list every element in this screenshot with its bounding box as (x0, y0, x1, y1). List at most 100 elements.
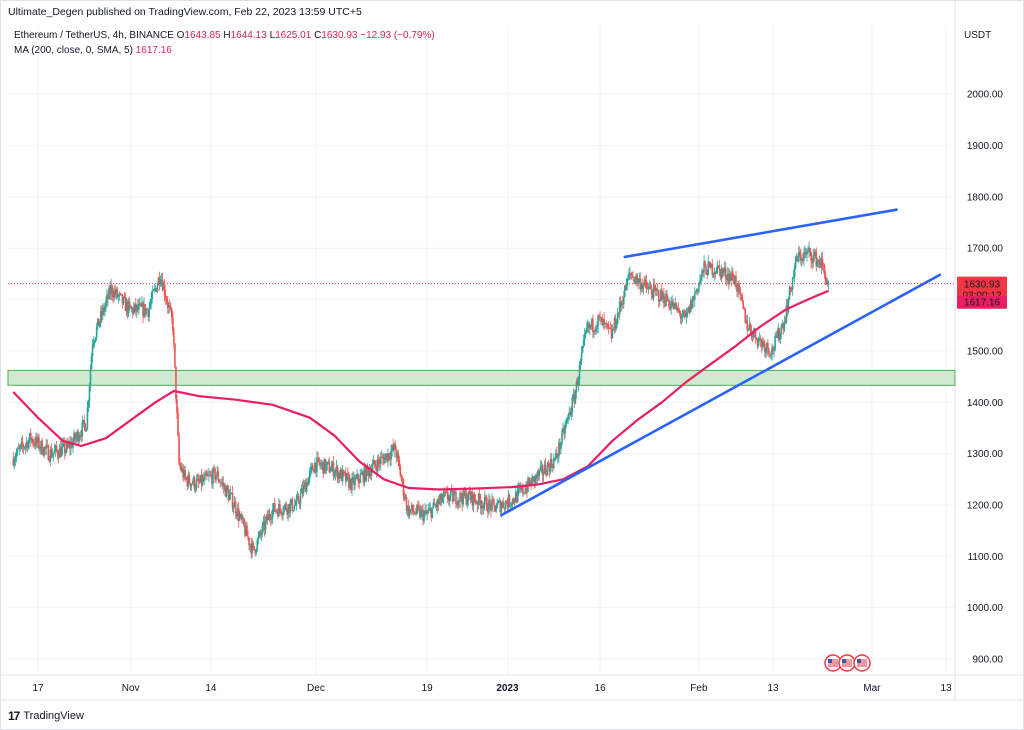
candle-up (642, 284, 645, 290)
candle-down (26, 441, 29, 449)
candle-down (135, 303, 137, 312)
candle-up (82, 420, 85, 423)
candle-up (183, 469, 185, 478)
candle-up (93, 340, 96, 344)
candle-up (15, 453, 18, 458)
candle-up (229, 493, 232, 495)
candle-down (515, 492, 518, 502)
candle-down (690, 300, 693, 309)
candle-down (277, 511, 279, 517)
candle-down (569, 412, 572, 416)
candle-down (109, 287, 111, 295)
candle-down (77, 431, 79, 442)
candle-up (624, 285, 626, 297)
candle-down (392, 445, 394, 450)
candle-up (300, 488, 303, 494)
candle-up (138, 304, 140, 310)
candle-down (184, 469, 187, 478)
candle-up (794, 257, 797, 268)
candle-down (513, 501, 516, 503)
candle-down (188, 474, 191, 484)
candle-down (451, 490, 453, 491)
candle-down (97, 318, 100, 327)
support-trendline[interactable] (499, 273, 942, 517)
candle-up (602, 319, 604, 326)
candle-up (575, 381, 578, 393)
candle-down (492, 499, 494, 501)
candle-down (456, 504, 458, 506)
candle-up (686, 311, 689, 313)
candle-down (126, 301, 129, 314)
candle-down (724, 267, 727, 279)
candle-up (565, 422, 567, 427)
candle-down (17, 448, 20, 449)
candle-down (407, 506, 410, 516)
candle-up (553, 458, 556, 459)
candle-down (288, 504, 290, 513)
candle-down (541, 465, 544, 475)
candle-down (42, 454, 44, 455)
candle-down (486, 498, 488, 511)
candle-down (383, 458, 385, 464)
candle-down (120, 293, 123, 295)
candle-down (818, 260, 821, 264)
candle-down (281, 513, 283, 515)
candle-down (123, 296, 126, 298)
candle-down (668, 300, 670, 307)
candle-up (604, 323, 607, 324)
candle-up (459, 492, 461, 502)
candle-down (601, 317, 603, 326)
candle-up (694, 292, 696, 300)
candle-up (125, 301, 128, 312)
candle-down (357, 474, 359, 482)
candle-down (704, 261, 706, 267)
candle-up (265, 515, 268, 521)
candle-down (218, 480, 220, 483)
ma-label[interactable]: MA (200, close, 0, SMA, 5) (14, 45, 133, 56)
candle-down (353, 477, 355, 486)
candle-down (776, 335, 778, 338)
candle-down (499, 500, 502, 513)
candle-down (237, 508, 240, 521)
candle-up (699, 280, 701, 284)
candle-up (85, 428, 88, 432)
candle-up (385, 453, 387, 457)
candle-up (729, 274, 731, 283)
candle-up (454, 491, 456, 495)
candle-up (361, 472, 364, 475)
candle-down (247, 536, 249, 538)
support-zone[interactable] (7, 369, 956, 386)
candle-down (386, 453, 388, 462)
candle-up (24, 445, 27, 448)
candle-up (501, 502, 504, 507)
candle-down (137, 305, 139, 310)
candle-up (580, 352, 583, 361)
candle-up (453, 494, 455, 502)
candle-up (376, 458, 379, 472)
candle-up (205, 472, 207, 476)
candle-up (793, 267, 796, 277)
candle-down (592, 319, 594, 332)
candle-up (495, 508, 497, 512)
candle-down (180, 465, 182, 471)
candle-down (119, 293, 122, 295)
candle-down (44, 447, 47, 449)
candle-down (400, 476, 403, 480)
symbol-label[interactable]: Ethereum / TetherUS, 4h, BINANCE (14, 30, 174, 41)
candle-up (325, 464, 328, 472)
candle-down (324, 459, 327, 472)
candle-down (198, 481, 201, 483)
candle-up (564, 426, 566, 435)
candle-down (297, 495, 300, 503)
candle-down (214, 468, 216, 480)
candle-down (520, 487, 522, 490)
candle-up (52, 452, 55, 455)
ma-200-line[interactable] (12, 289, 830, 491)
low-label: L (269, 30, 276, 41)
candle-down (599, 316, 601, 318)
resistance-trendline[interactable] (623, 208, 898, 259)
candle-up (89, 369, 92, 386)
candle-down (636, 275, 638, 284)
candle-up (45, 445, 48, 449)
